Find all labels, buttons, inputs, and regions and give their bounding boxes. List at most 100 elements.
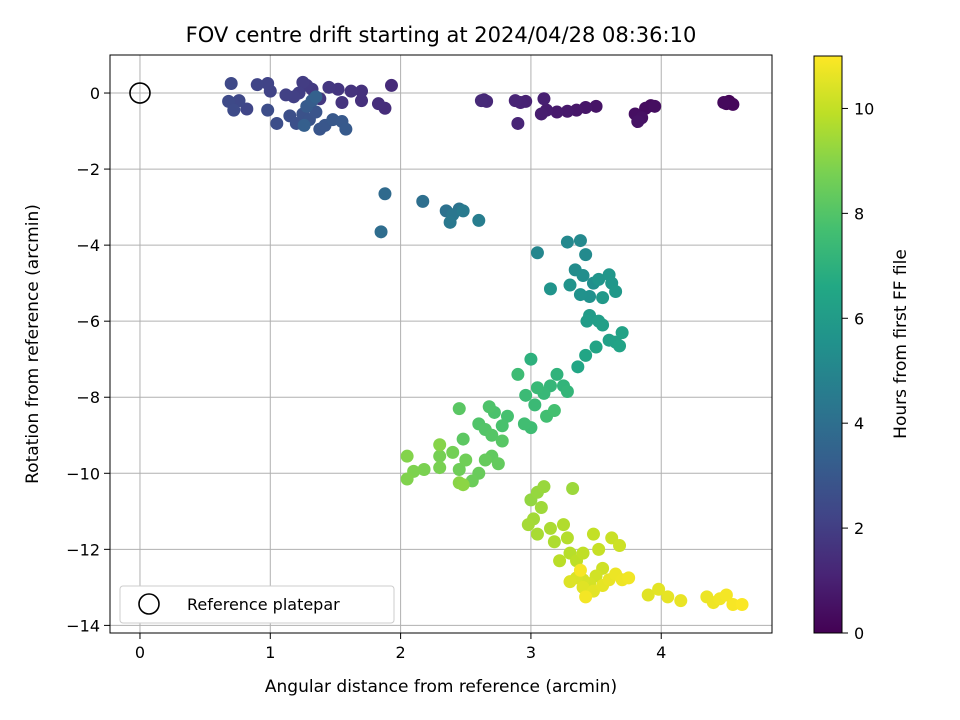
data-point [573, 288, 587, 302]
x-tick-label: 3 [526, 643, 536, 662]
data-point [573, 563, 587, 577]
data-point [495, 419, 509, 433]
x-tick-label: 1 [265, 643, 275, 662]
data-point [674, 594, 688, 608]
colorbar-gradient [813, 55, 843, 634]
data-point [261, 103, 275, 117]
data-point [613, 339, 627, 353]
data-point [571, 360, 585, 374]
colorbar-tick-label: 10 [854, 99, 874, 118]
data-point [452, 462, 466, 476]
colorbar-tick-label: 0 [854, 624, 864, 643]
data-point [521, 518, 535, 532]
data-point [472, 213, 486, 227]
data-point [579, 348, 593, 362]
data-point [485, 428, 499, 442]
data-point [719, 588, 733, 602]
data-point [592, 272, 606, 286]
data-point [631, 115, 645, 129]
colorbar: 0 2 4 6 8 10 Hours from first FF file [813, 55, 911, 643]
data-point [622, 571, 636, 585]
data-point [378, 187, 392, 201]
colorbar-tick-label: 8 [854, 204, 864, 223]
data-point [456, 204, 470, 218]
y-tick-label: −4 [76, 236, 100, 255]
data-points [222, 75, 749, 611]
data-point [543, 521, 557, 535]
data-point [534, 107, 548, 121]
legend-box [119, 585, 395, 624]
data-point [371, 97, 385, 111]
x-tick-label: 4 [656, 643, 666, 662]
data-point [563, 575, 577, 589]
y-tick-label: −12 [66, 540, 100, 559]
data-point [456, 432, 470, 446]
colorbar-tick-label: 2 [854, 519, 864, 538]
y-tick-label: −14 [66, 616, 100, 635]
data-point [456, 478, 470, 492]
colorbar-tick-label: 6 [854, 309, 864, 328]
data-point [495, 434, 509, 448]
legend-label-reference-platepar: Reference platepar [187, 595, 340, 614]
data-point [648, 99, 662, 113]
y-tick-label: −8 [76, 388, 100, 407]
data-point [566, 482, 580, 495]
colorbar-tick-label: 4 [854, 414, 864, 433]
data-point [550, 367, 564, 381]
data-point [400, 449, 414, 463]
data-point [446, 445, 460, 459]
data-point [589, 99, 603, 113]
data-point [560, 235, 574, 249]
colorbar-label: Hours from first FF file [891, 249, 911, 439]
data-point [500, 409, 514, 423]
data-point [528, 398, 542, 412]
data-point [416, 194, 430, 208]
data-point [573, 234, 587, 248]
data-point [576, 546, 590, 560]
data-point [556, 518, 570, 532]
data-point [641, 588, 655, 602]
data-point [443, 215, 457, 229]
legend: Reference platepar [119, 585, 395, 624]
data-point [240, 102, 254, 116]
data-point [596, 318, 610, 332]
reference-platepar-marker [129, 82, 151, 104]
data-point [560, 531, 574, 545]
data-point [224, 77, 238, 91]
data-point [384, 78, 398, 92]
data-point [374, 225, 388, 239]
data-point [596, 291, 610, 305]
data-point [433, 438, 447, 452]
y-tick-label: 0 [90, 84, 100, 103]
plot-frame [109, 54, 773, 634]
y-tick-label: −6 [76, 312, 100, 331]
data-point [297, 118, 311, 132]
data-point [296, 75, 310, 89]
data-point [579, 248, 593, 262]
x-tick-label: 0 [135, 643, 145, 662]
data-point [530, 246, 544, 260]
data-point [270, 116, 284, 130]
legend-reference-marker [138, 593, 160, 615]
data-point [279, 88, 293, 102]
data-point [417, 462, 431, 476]
y-tick-label: −10 [66, 464, 100, 483]
data-point [232, 94, 246, 108]
data-point [560, 385, 574, 399]
data-point [579, 590, 593, 604]
data-point [553, 554, 567, 568]
x-axis-label: Angular distance from reference (arcmin) [265, 677, 617, 697]
data-point [726, 597, 740, 611]
chart-title: FOV centre drift starting at 2024/04/28 … [186, 23, 697, 47]
data-point [524, 352, 538, 366]
data-point [482, 400, 496, 414]
data-point [543, 282, 557, 296]
data-point [586, 527, 600, 541]
data-point [261, 77, 275, 91]
data-point [517, 417, 531, 431]
data-point [589, 340, 603, 354]
data-point [652, 582, 666, 596]
data-point [615, 326, 629, 340]
data-point [592, 542, 606, 556]
